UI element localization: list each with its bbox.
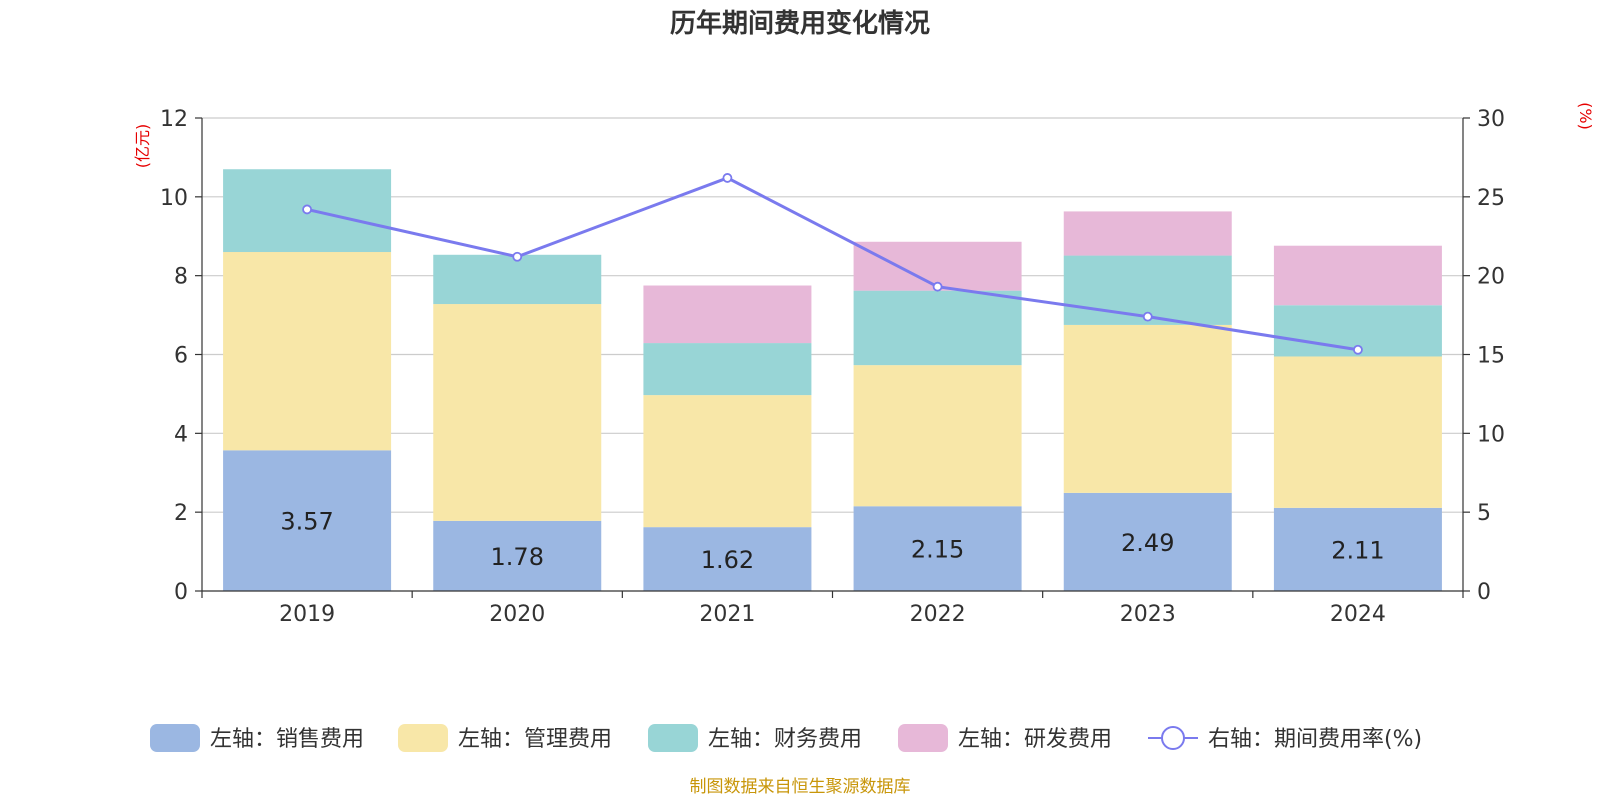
legend: 左轴：销售费用 左轴：管理费用 左轴：财务费用 左轴：研发费用 右轴：期间费用率(%)	[150, 724, 1422, 752]
legend-swatch	[150, 724, 200, 752]
x-axis-tick-label: 2021	[699, 602, 755, 627]
bar-segment	[643, 285, 812, 344]
bar-segment	[853, 365, 1022, 507]
x-axis-tick-label: 2023	[1120, 602, 1176, 627]
rate-point	[932, 281, 943, 292]
rate-point	[1353, 344, 1363, 355]
bar-segment	[433, 304, 602, 521]
legend-label: 左轴：销售费用	[210, 727, 364, 752]
bar-segment	[1063, 324, 1232, 493]
rate-point	[722, 173, 733, 183]
data-label: 1.78	[491, 543, 544, 571]
left-axis-tick-label: 0	[174, 580, 188, 605]
bar-segment	[433, 254, 602, 305]
data-label: 2.11	[1331, 536, 1384, 564]
right-axis-tick-label: 15	[1477, 344, 1505, 369]
data-label: 2.49	[1121, 529, 1174, 557]
axes: 0 2 4 6 8 10 12 0 5 10 15 20 25 30 2019 2020 2021 2022 202…	[160, 107, 1505, 627]
bar-segment	[643, 343, 812, 396]
right-axis-tick-label: 20	[1477, 265, 1505, 290]
x-axis-tick-label: 2019	[279, 602, 335, 627]
right-axis-unit: (%)	[1576, 102, 1595, 130]
source-note: 制图数据来自恒生聚源数据库	[690, 777, 911, 797]
chart-title: 历年期间费用变化情况	[670, 8, 930, 39]
bar-segment	[1063, 211, 1232, 256]
rate-point	[512, 251, 523, 262]
legend-label: 右轴：期间费用率(%)	[1208, 727, 1422, 752]
bar-segment	[1273, 245, 1442, 306]
data-label: 2.15	[911, 536, 964, 564]
legend-label: 左轴：管理费用	[458, 727, 612, 752]
rate-point	[1142, 311, 1153, 322]
bar-segment	[853, 506, 1022, 591]
bar-segment	[1273, 356, 1442, 508]
right-axis-tick-label: 10	[1477, 422, 1505, 447]
bar-segment	[853, 290, 1022, 366]
x-axis-tick-label: 2020	[489, 602, 545, 627]
data-label: 1.62	[701, 546, 754, 574]
right-axis-tick-label: 25	[1477, 186, 1505, 211]
data-label: 3.57	[280, 508, 333, 536]
legend-swatch	[898, 724, 948, 752]
legend-swatch	[648, 724, 698, 752]
bar-segment	[433, 520, 602, 591]
legend-marker-icon	[1161, 726, 1185, 750]
right-axis-tick-label: 0	[1477, 580, 1491, 605]
rate-line	[306, 176, 1359, 352]
bar-segment	[643, 395, 812, 528]
x-axis-tick-label: 2022	[910, 602, 966, 627]
right-axis-tick-label: 5	[1477, 501, 1491, 526]
x-axis-tick-label: 2024	[1330, 602, 1386, 627]
left-axis-tick-label: 4	[174, 422, 188, 447]
left-axis-tick-label: 12	[160, 107, 188, 132]
bar-segment	[1273, 507, 1442, 591]
legend-label: 左轴：财务费用	[708, 727, 862, 752]
left-axis-tick-label: 6	[174, 344, 188, 369]
gridlines	[202, 117, 1463, 513]
line-series	[302, 173, 1363, 355]
data-labels: 3.57 1.78 1.62 2.15 2.49 2.11	[280, 508, 1384, 574]
bar-segment	[223, 450, 392, 591]
left-axis-unit: (亿元)	[133, 124, 152, 169]
legend-label: 左轴：研发费用	[958, 727, 1112, 752]
bar-segment	[223, 252, 392, 451]
right-axis-tick-label: 30	[1477, 107, 1505, 132]
left-axis-tick-label: 2	[174, 501, 188, 526]
bar-segment	[643, 527, 812, 591]
left-axis-tick-label: 8	[174, 265, 188, 290]
bar-series	[223, 169, 1442, 591]
left-axis-tick-label: 10	[160, 186, 188, 211]
rate-point	[302, 204, 312, 215]
legend-swatch	[398, 724, 448, 752]
bar-segment	[1063, 492, 1232, 591]
